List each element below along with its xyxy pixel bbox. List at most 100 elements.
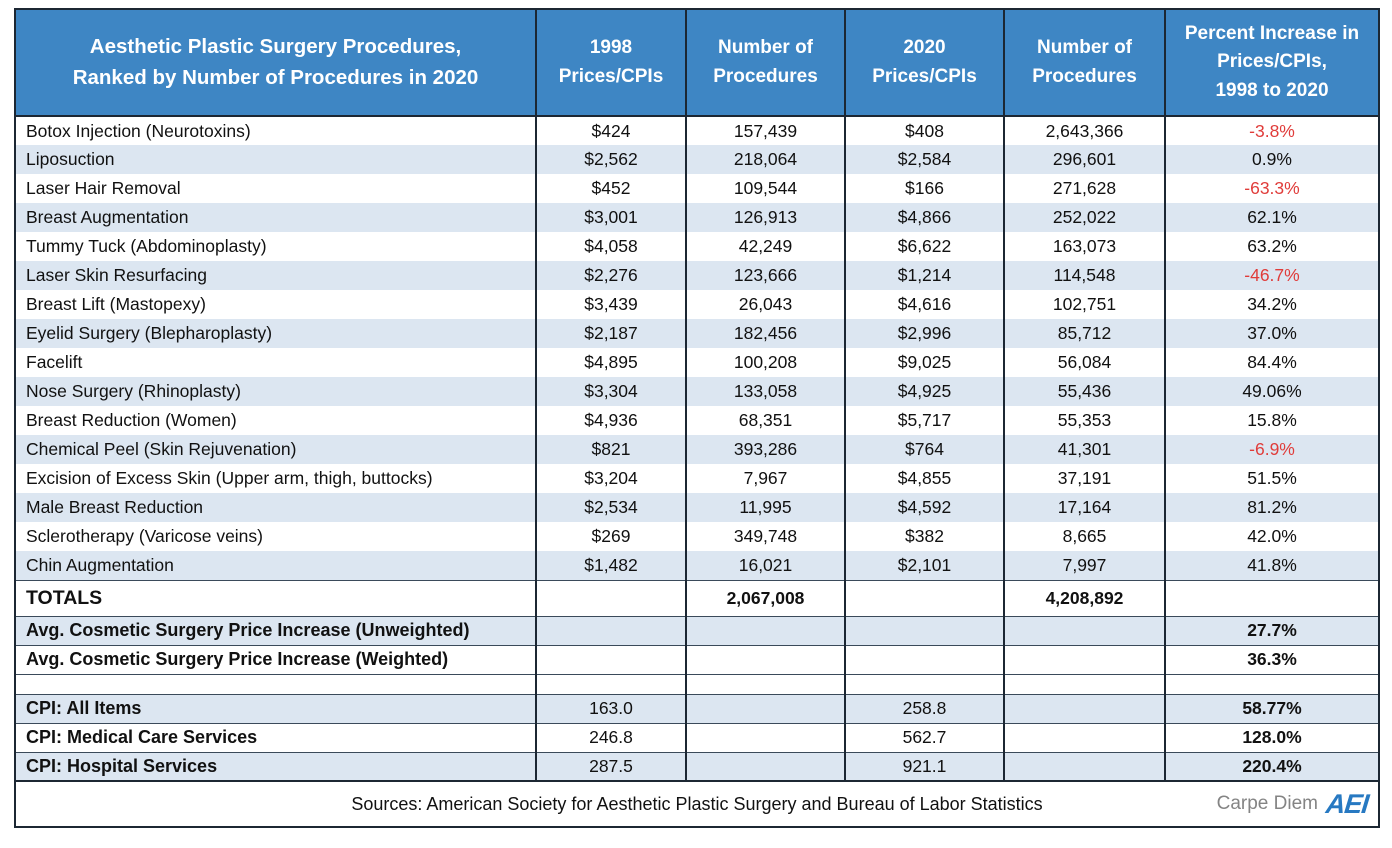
table-row: Botox Injection (Neurotoxins) $424 157,439… (14, 116, 1379, 145)
cell-price-2020: $4,855 (844, 464, 1004, 493)
totals-label: TOTALS (14, 579, 536, 616)
spacer-row (14, 673, 1379, 694)
cell-procedure: Laser Skin Resurfacing (14, 261, 536, 290)
cell-price-1998: $3,439 (535, 290, 686, 319)
cell-price-1998: $452 (535, 174, 686, 203)
cell-procedure: Breast Lift (Mastopexy) (14, 290, 536, 319)
empty-cell (685, 644, 845, 674)
cell-price-2020: $408 (844, 116, 1004, 145)
empty-cell (1003, 673, 1165, 694)
cell-procedure: Sclerotherapy (Varicose veins) (14, 522, 536, 551)
cell-procedure: Male Breast Reduction (14, 493, 536, 522)
cell-percent-change: -6.9% (1164, 435, 1379, 464)
cell-procedure: Botox Injection (Neurotoxins) (14, 116, 536, 145)
cell-procedures-1998: 16,021 (685, 551, 845, 580)
cell-procedures-1998: 123,666 (685, 261, 845, 290)
cell-procedures-2020: 163,073 (1003, 232, 1165, 261)
cell-price-2020: $2,101 (844, 551, 1004, 580)
cell-price-2020: $2,996 (844, 319, 1004, 348)
cell-price-2020: $2,584 (844, 145, 1004, 174)
cpi-all-items-row: CPI: All Items 163.0 258.8 58.77% (14, 693, 1379, 723)
avg-weighted-label: Avg. Cosmetic Surgery Price Increase (We… (14, 644, 536, 674)
cell-procedures-2020: 55,353 (1003, 406, 1165, 435)
cell-procedures-2020: 296,601 (1003, 145, 1165, 174)
cell-procedure: Eyelid Surgery (Blepharoplasty) (14, 319, 536, 348)
cell-procedure: Facelift (14, 348, 536, 377)
cell-procedures-2020: 252,022 (1003, 203, 1165, 232)
totals-procedures-2020: 4,208,892 (1003, 579, 1165, 616)
cell-price-2020: $382 (844, 522, 1004, 551)
avg-unweighted-label: Avg. Cosmetic Surgery Price Increase (Un… (14, 615, 536, 645)
empty-cell (685, 693, 845, 723)
cell-procedures-1998: 157,439 (685, 116, 845, 145)
cell-procedures-1998: 133,058 (685, 377, 845, 406)
summary-section: TOTALS 2,067,008 4,208,892 Avg. Cosmetic… (14, 579, 1379, 781)
table-row: Laser Hair Removal $452 109,544 $166 271,628… (14, 174, 1379, 203)
totals-empty-percent (1164, 579, 1379, 616)
table-row: Tummy Tuck (Abdominoplasty) $4,058 42,249 $… (14, 232, 1379, 261)
avg-weighted-row: Avg. Cosmetic Surgery Price Increase (We… (14, 644, 1379, 674)
cell-price-1998: $269 (535, 522, 686, 551)
cell-procedure: Nose Surgery (Rhinoplasty) (14, 377, 536, 406)
cell-price-1998: $424 (535, 116, 686, 145)
cell-procedures-1998: 393,286 (685, 435, 845, 464)
cell-procedures-2020: 114,548 (1003, 261, 1165, 290)
cell-price-1998: $821 (535, 435, 686, 464)
sources-text: Sources: American Society for Aesthetic … (351, 793, 1043, 814)
cell-percent-change: 62.1% (1164, 203, 1379, 232)
cell-percent-change: 63.2% (1164, 232, 1379, 261)
cell-price-2020: $5,717 (844, 406, 1004, 435)
header-number-procedures-1998: Number of Procedures (685, 9, 845, 117)
empty-cell (535, 615, 686, 645)
cell-price-2020: $4,866 (844, 203, 1004, 232)
cell-price-1998: $4,895 (535, 348, 686, 377)
cell-procedure: Laser Hair Removal (14, 174, 536, 203)
cell-percent-change: 42.0% (1164, 522, 1379, 551)
procedure-rows-section: Botox Injection (Neurotoxins) $424 157,439… (14, 116, 1379, 580)
empty-cell (685, 673, 845, 694)
totals-empty-price-1998 (535, 579, 686, 616)
empty-cell (1003, 615, 1165, 645)
cpi-medical-care-label: CPI: Medical Care Services (14, 722, 536, 752)
table-row: Laser Skin Resurfacing $2,276 123,666 $1,21… (14, 261, 1379, 290)
header-percent-increase: Percent Increase in Prices/CPIs, 1998 to… (1164, 9, 1379, 117)
header-line: Ranked by Number of Procedures in 2020 (72, 65, 479, 89)
cpi-all-items-percent: 58.77% (1164, 693, 1379, 723)
empty-cell (844, 644, 1004, 674)
table-row: Chemical Peel (Skin Rejuvenation) $821 393… (14, 435, 1379, 464)
table-row: Breast Reduction (Women) $4,936 68,351 $5,7… (14, 406, 1379, 435)
empty-cell (1003, 722, 1165, 752)
sources-row: Sources: American Society for Aesthetic … (14, 780, 1379, 827)
sources-section: Sources: American Society for Aesthetic … (14, 780, 1379, 827)
sources-wrap: Sources: American Society for Aesthetic … (17, 783, 1378, 826)
cpi-all-items-1998: 163.0 (535, 693, 686, 723)
cpi-hospital-label: CPI: Hospital Services (14, 751, 536, 781)
cell-price-1998: $2,276 (535, 261, 686, 290)
carpe-diem-label: Carpe Diem (1216, 793, 1318, 814)
table-row: Breast Augmentation $3,001 126,913 $4,866 25… (14, 203, 1379, 232)
cell-procedures-2020: 271,628 (1003, 174, 1165, 203)
table-row: Breast Lift (Mastopexy) $3,439 26,043 $4,61… (14, 290, 1379, 319)
table-row: Male Breast Reduction $2,534 11,995 $4,592 1… (14, 493, 1379, 522)
cell-procedures-2020: 56,084 (1003, 348, 1165, 377)
avg-unweighted-row: Avg. Cosmetic Surgery Price Increase (Un… (14, 615, 1379, 645)
cell-procedure: Chemical Peel (Skin Rejuvenation) (14, 435, 536, 464)
cell-procedures-1998: 109,544 (685, 174, 845, 203)
header-line: 2020 (903, 37, 946, 58)
totals-procedures-1998: 2,067,008 (685, 579, 845, 616)
cell-percent-change: 51.5% (1164, 464, 1379, 493)
totals-row: TOTALS 2,067,008 4,208,892 (14, 579, 1379, 616)
cell-price-2020: $6,622 (844, 232, 1004, 261)
cell-percent-change: 49.06% (1164, 377, 1379, 406)
cell-procedures-2020: 85,712 (1003, 319, 1165, 348)
cell-price-1998: $4,936 (535, 406, 686, 435)
brand-area: Carpe Diem AEI (1216, 783, 1370, 826)
cell-price-2020: $4,592 (844, 493, 1004, 522)
avg-unweighted-value: 27.7% (1164, 615, 1379, 645)
cell-price-1998: $2,534 (535, 493, 686, 522)
cell-price-1998: $4,058 (535, 232, 686, 261)
cell-procedures-1998: 349,748 (685, 522, 845, 551)
cell-procedures-1998: 126,913 (685, 203, 845, 232)
empty-cell (844, 673, 1004, 694)
cell-percent-change: 41.8% (1164, 551, 1379, 580)
